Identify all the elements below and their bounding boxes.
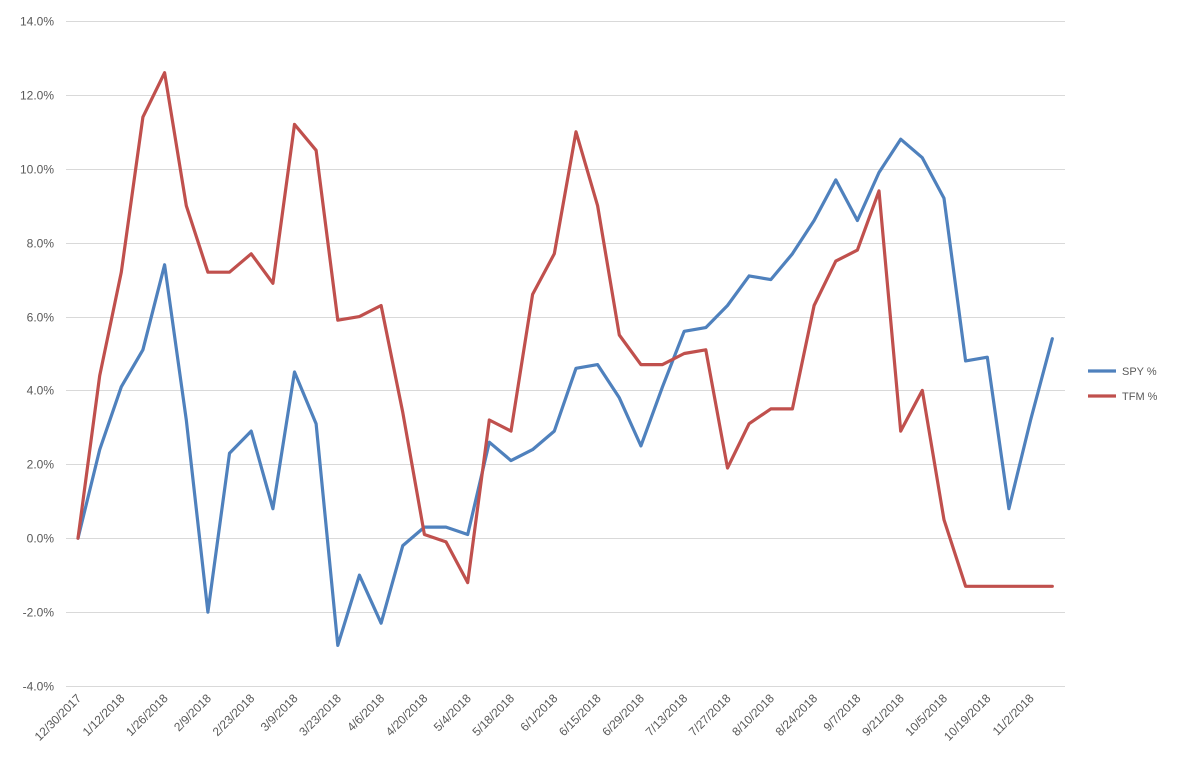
- gridlines: [66, 21, 1065, 687]
- legend-label-spy: SPY %: [1122, 366, 1157, 378]
- legend: SPY % TFM %: [1088, 366, 1158, 403]
- y-axis: -4.0% -2.0% 0.0% 2.0% 4.0% 6.0% 8.0% 10.0% 12.0%…: [20, 15, 54, 694]
- series-line-tfm: [76, 71, 1054, 588]
- y-tick-label: 2.0%: [27, 458, 55, 472]
- series-lines: [76, 71, 1054, 648]
- series-line-spy: [76, 137, 1054, 648]
- y-tick-label: 14.0%: [20, 15, 54, 29]
- y-tick-label: 8.0%: [27, 237, 55, 251]
- y-tick-label: -2.0%: [23, 606, 55, 620]
- y-tick-label: -4.0%: [23, 680, 55, 694]
- legend-label-tfm: TFM %: [1122, 391, 1158, 403]
- y-tick-label: 6.0%: [27, 311, 55, 325]
- y-tick-label: 4.0%: [27, 384, 55, 398]
- y-tick-label: 0.0%: [27, 532, 55, 546]
- y-tick-label: 12.0%: [20, 89, 54, 103]
- y-tick-label: 10.0%: [20, 163, 54, 177]
